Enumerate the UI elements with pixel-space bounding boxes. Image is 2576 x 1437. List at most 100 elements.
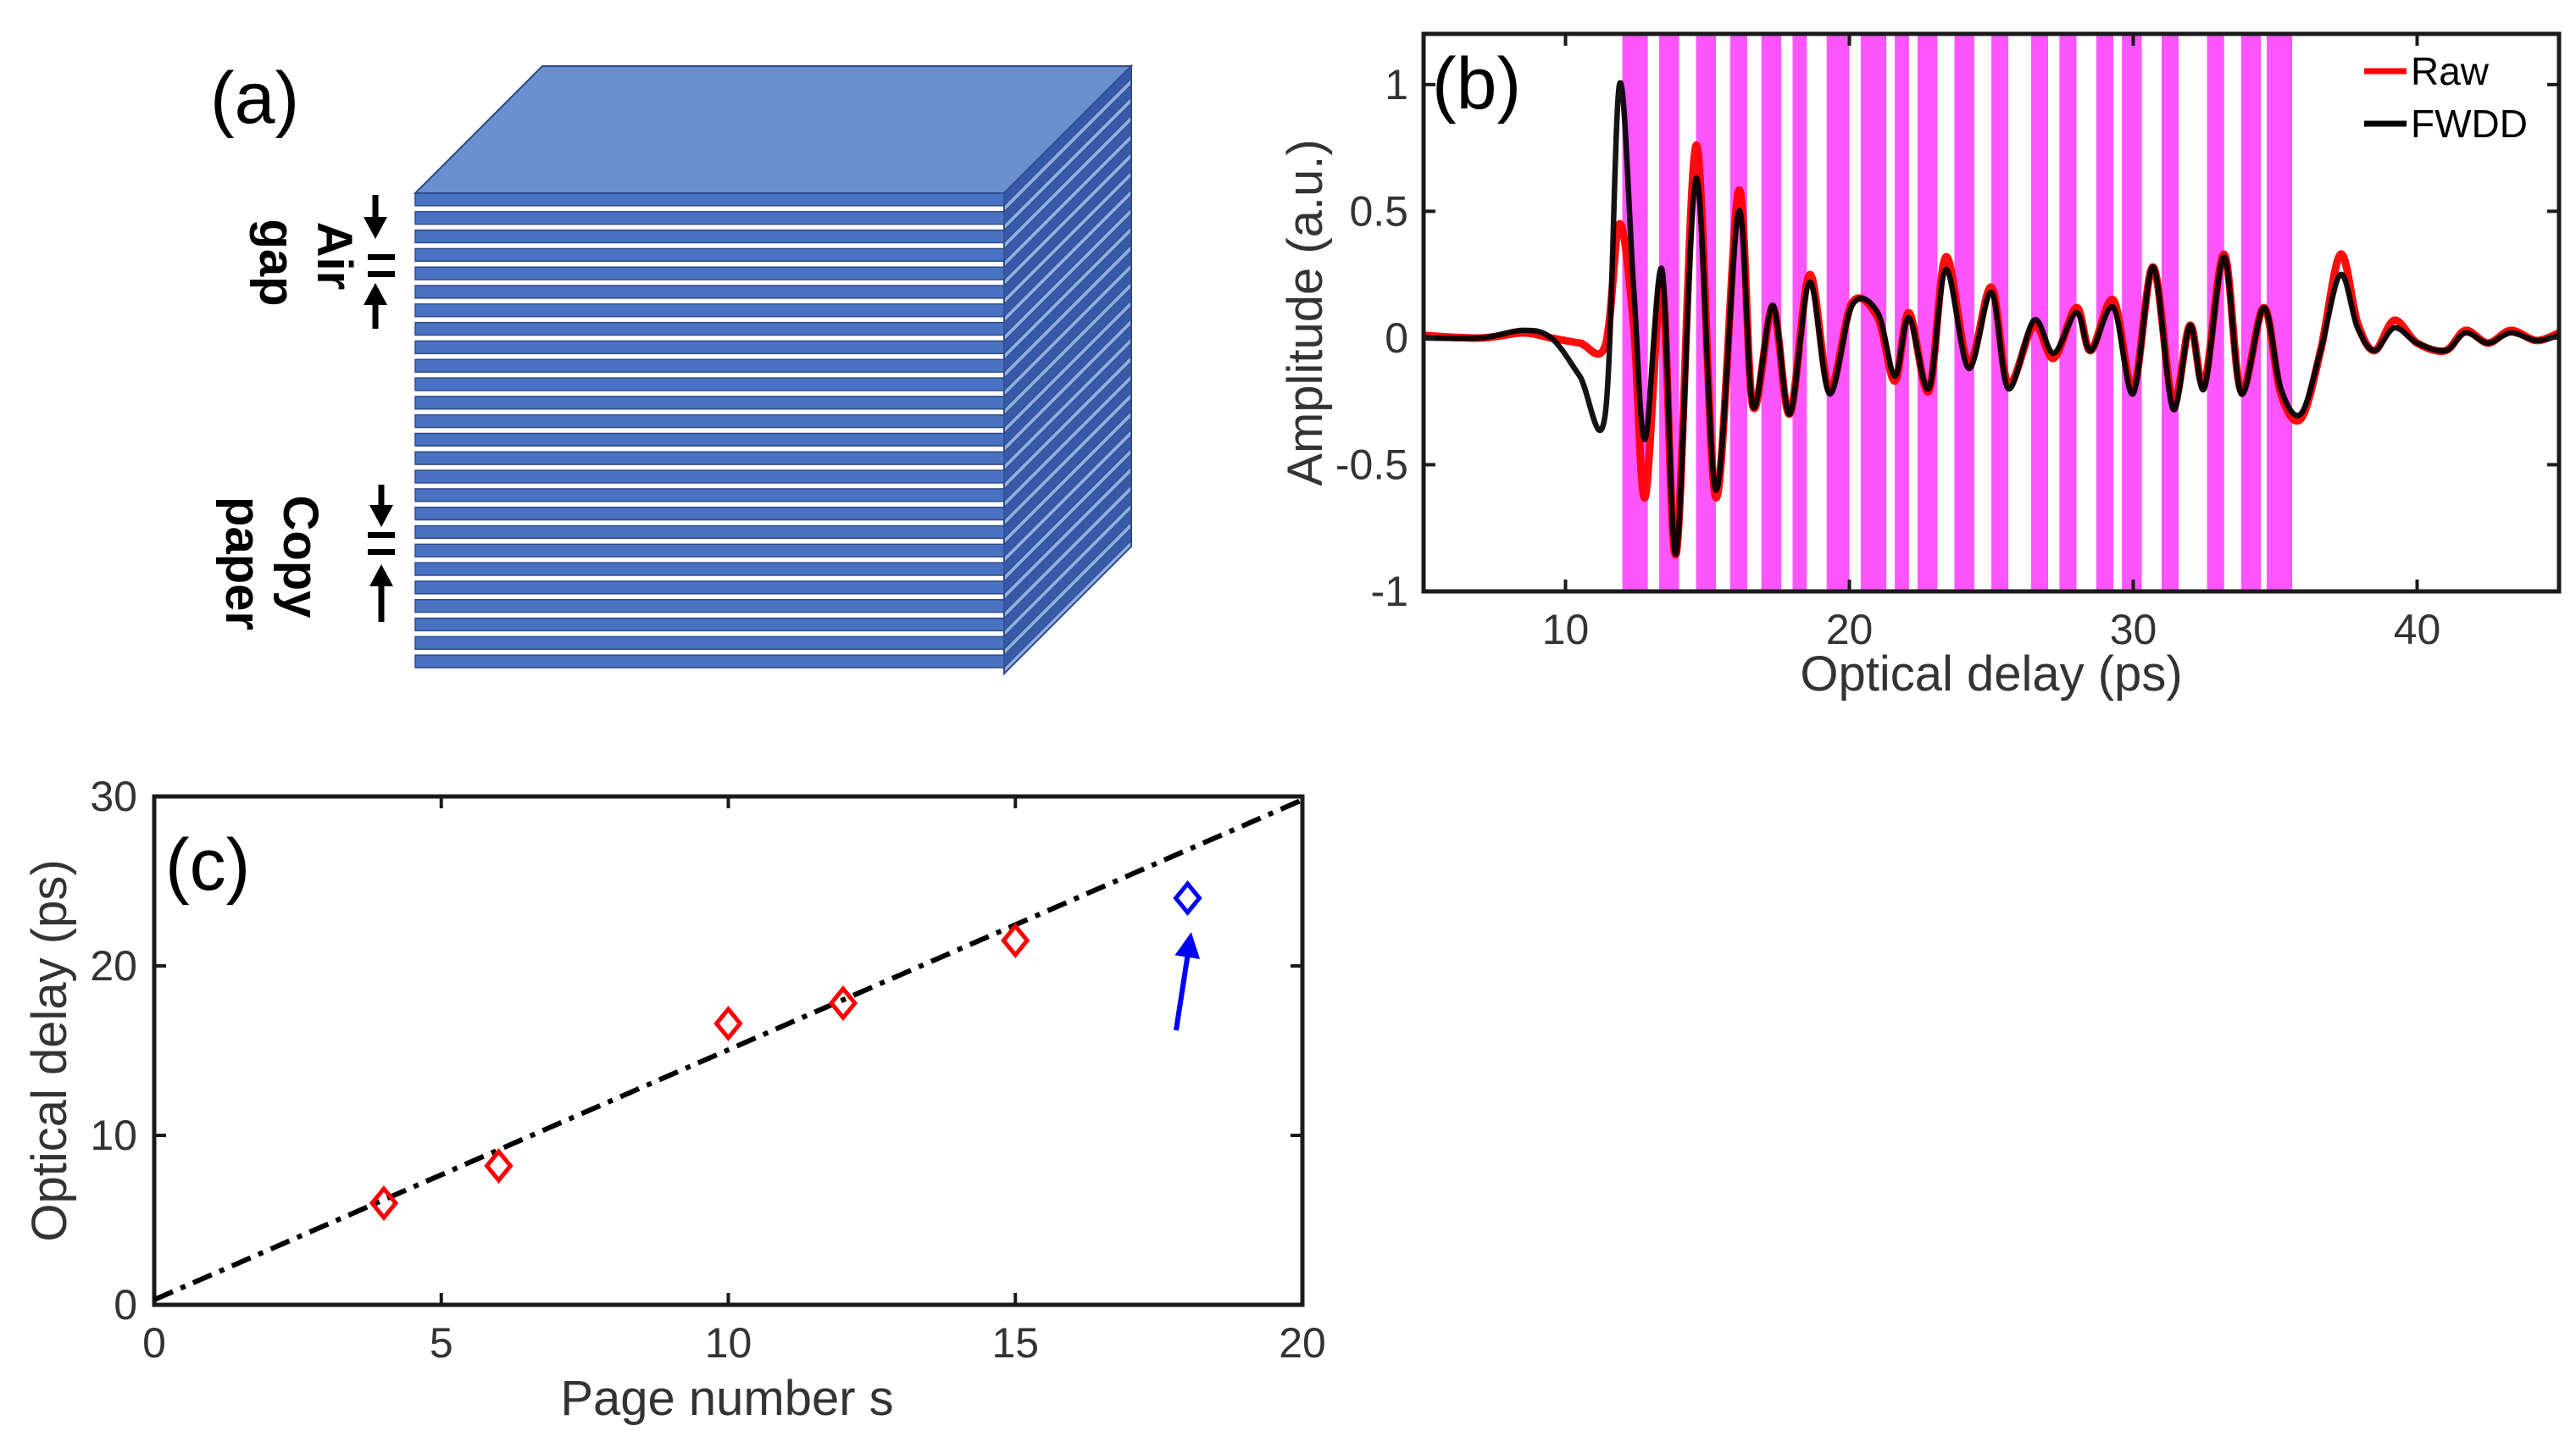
highlight-band: [2240, 34, 2262, 591]
paper-sheet-front: [414, 358, 1005, 373]
y-tick-label: 0.5: [1349, 187, 1408, 235]
paper-sheet-front: [414, 488, 1005, 502]
paper-sheet-side: [1003, 286, 1132, 429]
paper-sheet-side: [1003, 268, 1132, 410]
paper-sheet-side: [1003, 360, 1132, 502]
diamond-marker: [484, 1148, 514, 1184]
paper-sheet-side: [1003, 508, 1132, 651]
paper-sheet-front: [414, 469, 1005, 484]
paper-sheet-front: [414, 229, 1005, 244]
data-points: [369, 880, 1202, 1221]
panel-a: (a) Air gap Copy paper: [210, 58, 1134, 676]
highlight-band: [1729, 34, 1747, 591]
air-gap-label-line1: Air: [307, 222, 362, 291]
x-tick-label: 20: [1826, 606, 1874, 653]
paper-sheet-front: [414, 285, 1005, 299]
panel-c-chart: 0 5 10 15 20 0 10 20 30 (c) Page number s Optica…: [22, 773, 1326, 1426]
paper-sheet-front: [414, 377, 1005, 391]
paper-sheet-front: [414, 192, 1005, 207]
diamond-marker: [713, 1006, 743, 1041]
panel-c-label: (c): [165, 824, 250, 906]
y-tick-label: 30: [90, 773, 137, 820]
paper-sheet-side: [1003, 341, 1132, 485]
x-axis-label: Optical delay (ps): [1800, 646, 2182, 702]
paper-sheet-side: [1003, 526, 1132, 669]
paper-sheet-side: [1003, 305, 1132, 447]
legend-label-raw: Raw: [2411, 49, 2490, 93]
highlight-band: [1954, 34, 1974, 591]
up-arrow-icon: [364, 283, 387, 329]
paper-sheet-side: [1003, 102, 1132, 244]
air-gap-mark-bottom: [368, 271, 395, 277]
fit-line: [153, 797, 1304, 1302]
paper-sheet-side: [1003, 397, 1132, 540]
highlight-band: [1659, 34, 1679, 591]
diamond-marker: [1173, 880, 1202, 916]
highlight-band: [2059, 34, 2077, 591]
y-tick-label: 0: [1385, 314, 1408, 362]
copy-paper-label-line1: Copy: [273, 495, 328, 618]
copy-paper-annotation: Copy paper: [215, 485, 395, 631]
paper-sheet-front: [414, 562, 1005, 576]
y-tick-label: -1: [1371, 568, 1408, 615]
y-tick-label: 1: [1385, 61, 1408, 108]
diamond-marker: [828, 985, 858, 1021]
axis-ticks: 10 20 30 40 -1 -0.5 0 0.5 1: [1335, 34, 2559, 653]
series-lines: [1423, 80, 2561, 559]
paper-sheet-front: [414, 654, 1005, 669]
air-gap-annotation: Air gap: [249, 195, 395, 329]
x-tick-label: 30: [2110, 606, 2157, 653]
paper-sheet-side: [1003, 83, 1132, 225]
diamond-marker: [369, 1185, 399, 1221]
down-arrow-icon: [369, 485, 393, 527]
paper-sheet-side: [1003, 434, 1132, 577]
paper-sheet-side: [1003, 213, 1132, 355]
paper-sheet-side: [1003, 324, 1132, 466]
paper-sheet-front: [414, 580, 1005, 595]
paper-sheet-side: [1003, 64, 1132, 208]
y-tick-label: 20: [90, 942, 137, 990]
highlight-band: [1895, 34, 1909, 591]
x-tick-label: 0: [142, 1319, 166, 1367]
paper-sheet-front: [414, 266, 1005, 280]
paper-stack: [413, 64, 1134, 676]
paper-sheet-side: [1003, 120, 1132, 263]
panel-b-chart: 10 20 30 40 -1 -0.5 0 0.5 1 (b) Optical delay (p…: [1278, 31, 2562, 702]
paper-sheet-side: [1003, 416, 1132, 558]
paper-sheet-front: [414, 432, 1005, 447]
highlight-band: [2266, 34, 2293, 591]
paper-sheet-front: [414, 451, 1005, 465]
copy-paper-mark-bottom: [368, 549, 395, 555]
paper-sheet-side: [1003, 471, 1132, 613]
paper-sheet-front: [414, 524, 1005, 540]
paper-sheet-side: [1003, 175, 1132, 318]
paper-sheet-front: [414, 396, 1005, 410]
axis-ticks: 0 5 10 15 20 0 10 20 30: [90, 773, 1325, 1367]
paper-sheet-front: [414, 635, 1005, 650]
up-arrow-icon: [369, 564, 393, 622]
legend-label-fwdd: FWDD: [2411, 102, 2528, 146]
copy-paper-label: Copy paper: [215, 495, 328, 631]
paper-sheet-front: [414, 340, 1005, 355]
paper-sheet-front: [414, 247, 1005, 263]
paper-sheet-side: [1003, 249, 1132, 392]
paper-sheet-front: [414, 321, 1005, 336]
x-axis-label: Page number s: [560, 1371, 893, 1426]
y-axis-label: Optical delay (ps): [22, 859, 77, 1241]
paper-sheet-front: [414, 413, 1005, 429]
arrow-icon: [1173, 932, 1201, 1031]
paper-sheet-side: [1003, 139, 1132, 281]
highlight-bands: [1622, 34, 2293, 591]
air-gap-label-line2: gap: [249, 219, 304, 306]
paper-sheet-side: [1003, 379, 1132, 521]
paper-sheet-side: [1003, 490, 1132, 632]
y-axis-label: Amplitude (a.u.): [1278, 139, 1333, 485]
x-tick-label: 15: [991, 1319, 1039, 1367]
x-tick-label: 40: [2394, 606, 2441, 653]
x-tick-label: 20: [1279, 1319, 1326, 1367]
paper-sheet-front: [414, 303, 1005, 318]
y-tick-label: -0.5: [1335, 441, 1408, 488]
panel-b-label: (b): [1432, 43, 1521, 125]
series-line-fwdd: [1423, 80, 2560, 557]
